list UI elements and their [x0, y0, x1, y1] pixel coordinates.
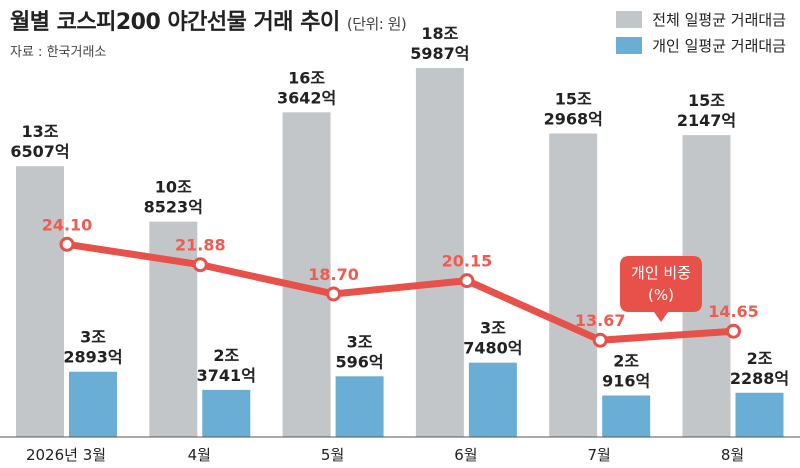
chart-title: 월별 코스피200 야간선물 거래 추이 (단위: 원) [10, 4, 407, 36]
bar-total-label-jo-5: 15조 [688, 91, 725, 110]
legend-swatch-total [616, 10, 643, 28]
line-label-4: 13.67 [575, 311, 626, 330]
callout-bubble [620, 256, 702, 322]
bar-individual-0 [69, 371, 117, 437]
bar-individual-label-jo-5: 2조 [747, 349, 773, 368]
bar-total-label-jo-4: 15조 [555, 89, 592, 108]
line-label-5: 14.65 [708, 302, 759, 321]
legend-item-total: 전체 일평균 거래대금 [616, 6, 786, 32]
bar-individual-label-jo-0: 3조 [80, 328, 106, 347]
bar-individual-1 [202, 389, 251, 437]
line-callout: 개인 비중 (%) [620, 256, 702, 322]
legend-label-individual: 개인 일평균 거래대금 [652, 36, 786, 55]
bar-total-label-jo-0: 13조 [22, 122, 59, 141]
bar-total-label-jo-2: 16조 [288, 68, 325, 87]
bar-individual-label-eok-5: 2288억 [730, 369, 789, 388]
bar-total-4 [549, 133, 598, 437]
source-note: 자료 : 한국거래소 [10, 45, 107, 60]
bar-total-label-eok-1: 8523억 [144, 198, 203, 217]
x-tick-label-1: 4월 [188, 446, 211, 464]
line-point-2 [326, 286, 342, 302]
line-label-2: 18.70 [308, 265, 359, 284]
unit-label: (단위: 원) [346, 15, 407, 33]
x-tick-label-2: 5월 [321, 446, 344, 464]
legend-item-individual: 개인 일평균 거래대금 [616, 32, 786, 58]
line-point-3 [459, 273, 475, 289]
bar-individual-label-eok-4: 916억 [602, 371, 650, 390]
line-label-3: 20.15 [442, 252, 493, 271]
bar-individual-label-jo-3: 3조 [480, 319, 506, 338]
bar-individual-3 [468, 362, 517, 437]
callout-name: 개인 비중 [631, 264, 691, 282]
bar-total-3 [415, 67, 464, 437]
bar-individual-2 [335, 376, 384, 437]
x-tick-label-0: 2026년 3월 [26, 446, 106, 464]
line-point-5 [726, 323, 741, 339]
line-individual-share [66, 240, 734, 344]
x-tick-label-5: 8월 [721, 446, 744, 464]
bar-total-label-eok-2: 3642억 [277, 88, 336, 107]
bar-total-label-eok-5: 2147억 [677, 111, 736, 130]
x-tick-label-3: 6월 [454, 446, 477, 464]
bar-individual-label-eok-1: 3741억 [197, 366, 256, 385]
callout-unit: (%) [648, 286, 674, 304]
bar-total-label-eok-4: 2968억 [544, 109, 603, 128]
chart-title-text: 월별 코스피200 야간선물 거래 추이 [10, 10, 340, 35]
legend: 전체 일평균 거래대금 개인 일평균 거래대금 [616, 6, 786, 58]
bar-individual-4 [602, 395, 651, 437]
bar-individual-label-jo-4: 2조 [613, 351, 639, 370]
x-tick-label-4: 7월 [588, 446, 611, 464]
bar-total-label-eok-0: 6507억 [10, 142, 69, 161]
bar-individual-5 [735, 392, 784, 437]
line-point-4 [592, 332, 608, 348]
line-label-0: 24.10 [42, 215, 93, 234]
bar-total-2 [282, 112, 331, 438]
legend-label-total: 전체 일평균 거래대금 [652, 10, 786, 29]
bar-individual-label-eok-0: 2893억 [63, 348, 122, 367]
bar-individual-label-eok-2: 596억 [336, 352, 384, 371]
line-point-0 [59, 236, 75, 252]
bar-total-label-eok-3: 5987억 [410, 44, 469, 63]
title-block: 월별 코스피200 야간선물 거래 추이 (단위: 원) 자료 : 한국거래소 [10, 4, 407, 60]
bar-individual-label-jo-2: 3조 [347, 332, 373, 351]
line-point-1 [192, 257, 208, 273]
bar-total-label-jo-1: 10조 [155, 178, 192, 197]
line-label-1: 21.88 [175, 236, 226, 255]
bar-total-0 [16, 166, 64, 438]
legend-swatch-individual [616, 36, 643, 54]
bar-individual-label-jo-1: 2조 [213, 346, 239, 365]
bar-total-label-jo-3: 18조 [421, 24, 458, 43]
bar-individual-label-eok-3: 7480억 [463, 339, 522, 358]
